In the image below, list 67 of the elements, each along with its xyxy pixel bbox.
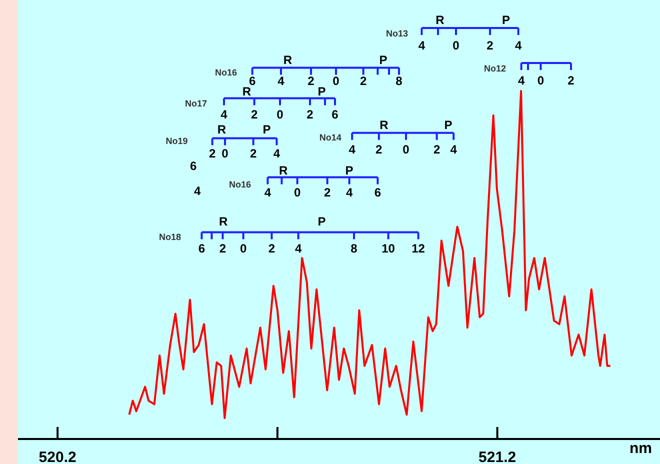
- annotation: 12: [412, 241, 426, 256]
- text: P: [502, 13, 510, 28]
- annotation: 2: [433, 142, 440, 157]
- annotation: P: [444, 118, 452, 132]
- annotation: No14: [319, 132, 342, 142]
- text: 8: [396, 74, 403, 88]
- annotation: No18: [158, 232, 182, 242]
- annotation: 6: [332, 107, 339, 122]
- text: R: [436, 13, 445, 28]
- annotation: R: [217, 122, 226, 136]
- text: 2: [568, 73, 575, 88]
- annotation: 2: [250, 146, 257, 161]
- x-tick-label: 521.2: [478, 449, 516, 464]
- annotation: 4: [194, 184, 201, 198]
- text: 0: [452, 38, 460, 52]
- annotation: No19: [166, 136, 188, 146]
- annotation: 2: [219, 241, 226, 256]
- annotation: 8: [350, 241, 358, 256]
- annotation: 2: [324, 186, 331, 200]
- annotation: 0: [294, 186, 301, 200]
- annotation: No16: [228, 179, 252, 190]
- annotation: 0: [240, 241, 247, 256]
- text: 0: [537, 73, 544, 88]
- text: 0: [332, 74, 340, 88]
- annotation: 6: [198, 241, 206, 256]
- annotation: 4: [264, 186, 272, 200]
- text: No12: [484, 63, 506, 74]
- annotation: No17: [184, 98, 208, 108]
- text: 2: [360, 74, 367, 88]
- x-tick-label: 520.2: [38, 449, 76, 464]
- annotation: 2: [376, 142, 383, 157]
- annotation: 2: [306, 107, 314, 122]
- annotation: 6: [374, 186, 382, 200]
- text: No16: [214, 67, 238, 78]
- annotation: 0: [222, 146, 229, 161]
- annotation: 10: [382, 241, 396, 256]
- annotation: P: [262, 122, 271, 136]
- annotation: P: [318, 84, 326, 99]
- text: P: [379, 53, 388, 68]
- annotation: 2: [208, 146, 216, 161]
- annotation: 0: [276, 107, 284, 122]
- annotation: 4: [450, 142, 458, 157]
- annotation: 4: [348, 142, 356, 157]
- annotation: R: [380, 118, 389, 132]
- text: 4: [278, 74, 285, 88]
- annotation: P: [318, 214, 326, 229]
- annotation: P: [345, 163, 354, 178]
- text: R: [283, 53, 292, 68]
- annotation: 4: [294, 241, 302, 256]
- text: 4: [514, 38, 522, 52]
- annotation: R: [278, 163, 288, 178]
- text: 4: [518, 73, 525, 88]
- annotation: 0: [402, 142, 410, 157]
- annotation: 4: [273, 146, 280, 161]
- annotation: 6: [190, 159, 197, 174]
- text: 2: [486, 38, 494, 52]
- text: 6: [248, 74, 256, 88]
- annotation: 4: [220, 107, 228, 122]
- annotation: R: [242, 84, 252, 99]
- annotation: 2: [250, 107, 258, 122]
- text: 4: [418, 38, 426, 52]
- text: No13: [386, 28, 408, 38]
- annotation: 4: [346, 186, 353, 200]
- annotation: 2: [268, 241, 276, 256]
- text: 2: [308, 74, 315, 88]
- annotation: R: [218, 214, 228, 229]
- x-axis-title: nm: [630, 440, 652, 458]
